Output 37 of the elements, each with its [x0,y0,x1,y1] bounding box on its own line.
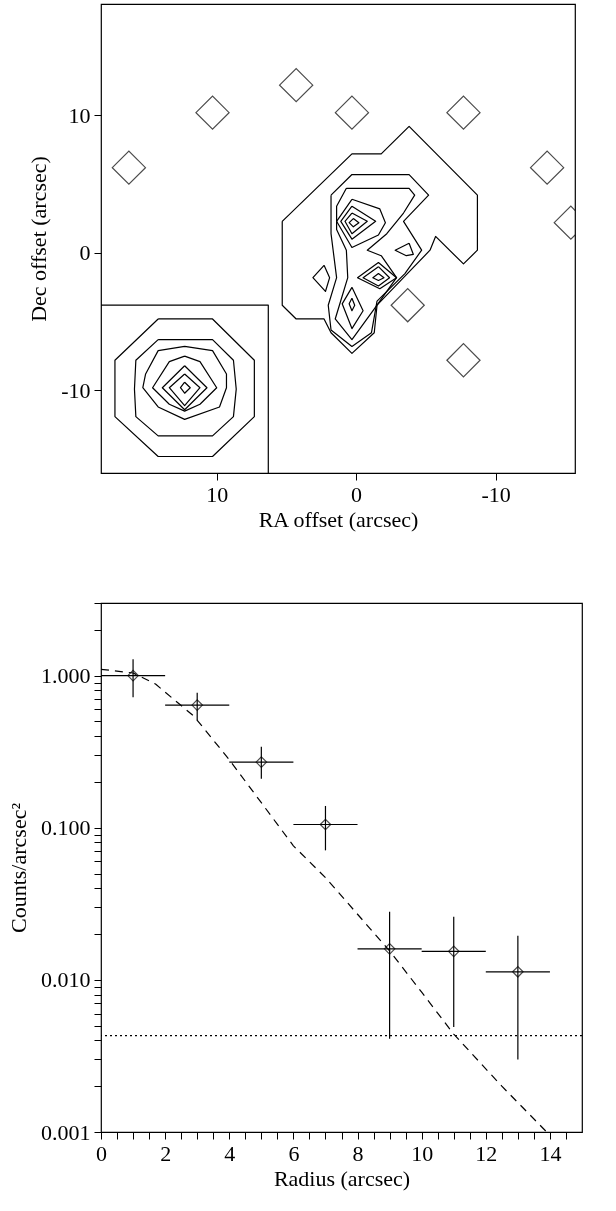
point [383,942,396,955]
point [191,699,204,711]
x-tick-label: 14 [539,1140,562,1166]
y-tick-label: -10 [61,377,91,403]
point [446,95,481,130]
x-tick-label: -10 [481,481,511,507]
point [319,818,332,831]
y-tick-label: 0.010 [41,967,91,993]
y-tick-label: 0 [79,240,91,266]
point [447,945,460,958]
point [195,95,230,130]
y-tick-label: 1.000 [41,663,91,689]
x-tick-label: 10 [206,481,229,507]
x-tick-label: 4 [224,1140,236,1166]
x-tick-label: 12 [475,1140,498,1166]
y-tick-label: 10 [68,102,91,128]
y-axis-title: Counts/arcsec² [6,802,31,934]
y-tick-label: 0.001 [41,1119,91,1145]
x-axis-title: Radius (arcsec) [273,1165,411,1191]
point [127,669,139,682]
x-tick-label: 10 [411,1140,434,1166]
point [390,288,425,323]
point [255,756,268,768]
point [529,150,565,185]
x-tick-label: 0 [351,481,363,507]
x-axis-title: RA offset (arcsec) [258,506,419,532]
x-tick-label: 0 [96,1140,107,1166]
y-axis-title: Dec offset (arcsec) [26,156,52,322]
x-tick-label: 2 [160,1140,172,1166]
point [512,965,524,978]
x-tick-label: 8 [352,1140,364,1166]
x-tick-label: 6 [288,1140,300,1166]
point [446,343,481,378]
point [111,150,147,185]
point [334,95,370,130]
y-tick-label: 0.100 [41,815,91,841]
point [278,67,314,103]
